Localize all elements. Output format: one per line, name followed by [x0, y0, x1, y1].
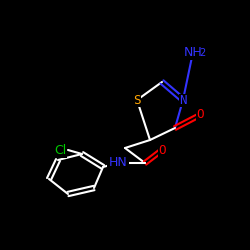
Text: O: O: [158, 144, 166, 156]
Text: S: S: [133, 94, 141, 106]
Text: O: O: [196, 108, 204, 122]
Text: Cl: Cl: [54, 144, 66, 156]
Text: NH: NH: [184, 46, 203, 59]
Text: HN: HN: [108, 156, 128, 170]
Text: N: N: [179, 94, 187, 106]
Text: 2: 2: [199, 48, 205, 58]
